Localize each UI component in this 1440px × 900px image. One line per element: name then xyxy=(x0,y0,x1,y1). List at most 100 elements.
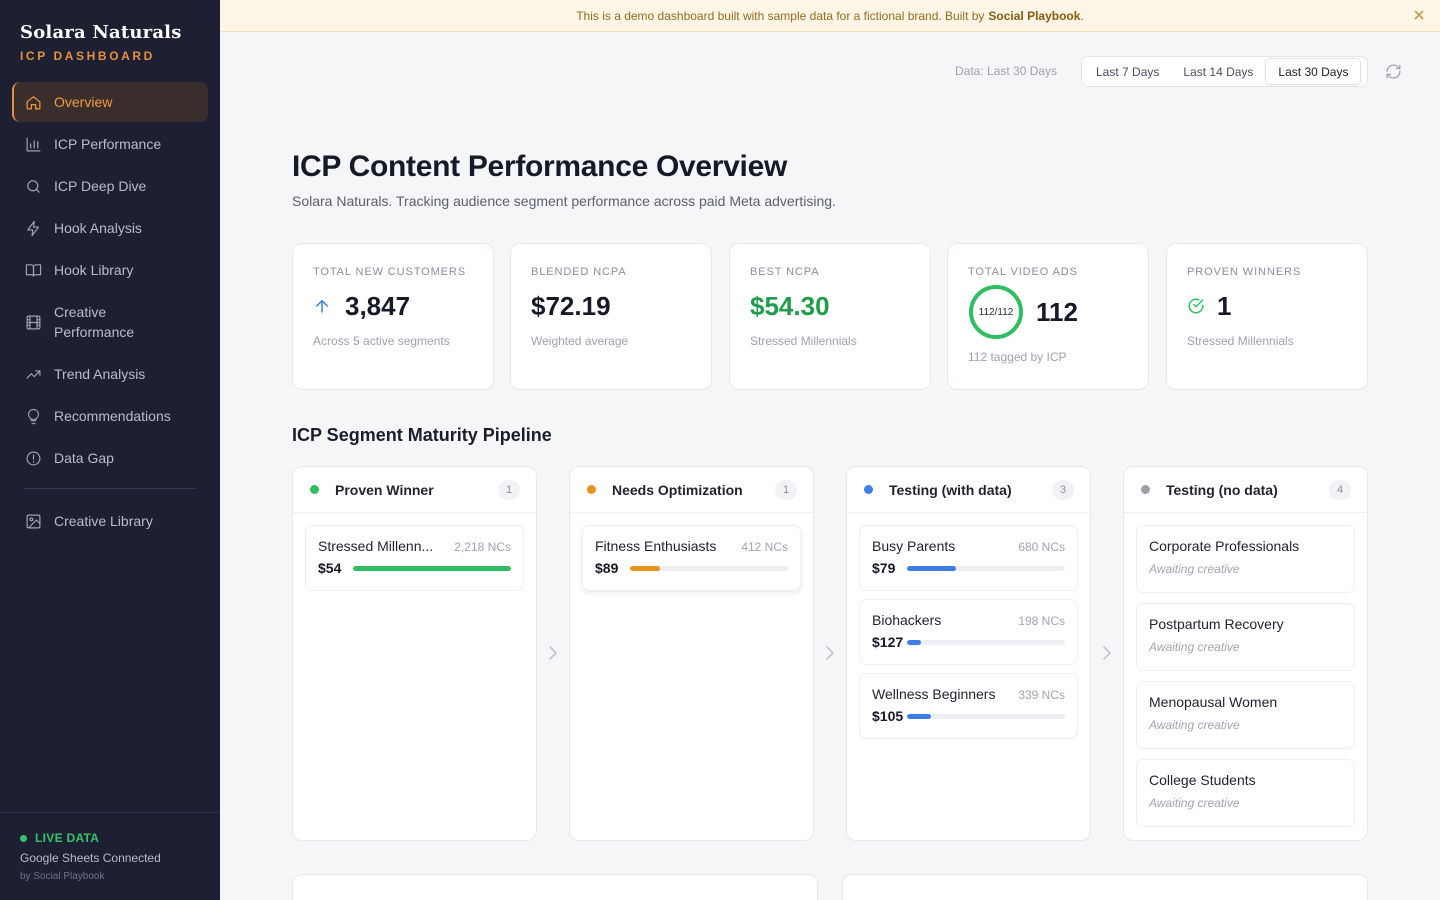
home-icon xyxy=(24,93,42,111)
column-title: Testing (no data) xyxy=(1166,481,1278,498)
coverage-ring: 112/112 xyxy=(968,284,1024,340)
pipeline-column-testing-no-data: Testing (no data) 4 Corporate Profession… xyxy=(1123,466,1368,841)
close-icon[interactable] xyxy=(1412,8,1426,22)
sidebar-item-label: Hook Analysis xyxy=(54,220,142,236)
column-title: Needs Optimization xyxy=(612,481,743,498)
arrow-up-icon xyxy=(313,297,331,315)
segment-card[interactable]: Fitness Enthusiasts 412 NCs $89 xyxy=(582,525,801,591)
kpi-label: TOTAL VIDEO ADS xyxy=(968,266,1078,278)
page-title: ICP Content Performance Overview xyxy=(292,150,788,183)
segment-status: Awaiting creative xyxy=(1149,796,1240,810)
sidebar-item-label: Overview xyxy=(54,94,113,110)
page-subtitle: Solara Naturals. Tracking audience segme… xyxy=(292,193,836,209)
live-dot xyxy=(20,834,27,842)
sidebar-item-label: ICP Deep Dive xyxy=(54,178,147,194)
column-count-badge: 4 xyxy=(1329,479,1351,500)
segment-cost: $79 xyxy=(872,560,896,576)
column-count-badge: 1 xyxy=(775,479,797,500)
trend-icon xyxy=(24,365,42,383)
kpi-value: 1 xyxy=(1217,290,1232,321)
sidebar-item-recommendations[interactable]: Recommendations xyxy=(12,396,208,436)
kpi-value: $54.30 xyxy=(750,290,830,321)
segment-status: Awaiting creative xyxy=(1149,640,1240,654)
segment-cost: $54 xyxy=(318,560,342,576)
search-icon xyxy=(24,177,42,195)
segment-name: Wellness Beginners xyxy=(872,686,996,702)
sidebar-item-hook-analysis[interactable]: Hook Analysis xyxy=(12,208,208,248)
segment-ncs: 680 NCs xyxy=(1018,540,1065,554)
film-icon xyxy=(24,313,42,331)
bar-chart-icon xyxy=(24,135,42,153)
segment-cost: $89 xyxy=(595,560,619,576)
sidebar-item-data-gap[interactable]: Data Gap xyxy=(12,438,208,478)
sidebar-item-icp-performance[interactable]: ICP Performance xyxy=(12,124,208,164)
sidebar-item-creative-library[interactable]: Creative Library xyxy=(12,501,208,541)
segment-card[interactable]: Biohackers 198 NCs $127 xyxy=(859,599,1078,665)
kpi-label: BLENDED NCPA xyxy=(531,266,627,278)
segment-bar-fill xyxy=(907,565,956,571)
chevron-right-icon xyxy=(824,644,836,662)
kpi-blended-ncpa: BLENDED NCPA $72.19 Weighted average xyxy=(510,243,712,390)
sidebar-item-label: ICP Performance xyxy=(54,136,162,152)
kpi-value: 3,847 xyxy=(345,290,411,321)
banner-text: This is a demo dashboard built with samp… xyxy=(576,8,985,23)
sidebar-nav: Overview ICP Performance ICP Deep Dive H… xyxy=(12,82,208,543)
segment-name: College Students xyxy=(1149,772,1256,788)
sidebar-item-label: Data Gap xyxy=(54,450,114,466)
pipeline-column-needs-optimization: Needs Optimization 1 Fitness Enthusiasts… xyxy=(569,466,814,841)
chevron-right-icon xyxy=(547,644,559,662)
range-14-days-button[interactable]: Last 14 Days xyxy=(1183,64,1254,79)
sidebar-item-trend-analysis[interactable]: Trend Analysis xyxy=(12,354,208,394)
kpi-proven-winners: PROVEN WINNERS 1 Stressed Millennials xyxy=(1166,243,1368,390)
column-count-badge: 3 xyxy=(1052,479,1074,500)
segment-status: Awaiting creative xyxy=(1149,718,1240,732)
segment-card[interactable]: Postpartum Recovery Awaiting creative xyxy=(1136,603,1355,671)
segment-cost: $105 xyxy=(872,708,904,724)
pipeline-column-proven-winner: Proven Winner 1 Stressed Millenn... 2,218… xyxy=(292,466,537,841)
pipeline-title: ICP Segment Maturity Pipeline xyxy=(292,425,552,445)
segment-card[interactable]: Corporate Professionals Awaiting creativ… xyxy=(1136,525,1355,593)
segment-bar-fill xyxy=(630,565,661,571)
segment-bar xyxy=(907,639,1065,645)
segment-name: Postpartum Recovery xyxy=(1149,616,1284,632)
segment-ncs: 339 NCs xyxy=(1018,688,1065,702)
kpi-note: Stressed Millennials xyxy=(1187,334,1294,348)
segment-card[interactable]: Busy Parents 680 NCs $79 xyxy=(859,525,1078,591)
sidebar-footer: LIVE DATA Google Sheets Connected by Soc… xyxy=(0,812,220,900)
kpi-note: 112 tagged by ICP xyxy=(968,350,1067,364)
segment-bar xyxy=(907,565,1065,571)
bottom-panel-right xyxy=(842,874,1368,900)
segment-ncs: 412 NCs xyxy=(741,540,788,554)
segment-card[interactable]: Wellness Beginners 339 NCs $105 xyxy=(859,673,1078,739)
segment-card[interactable]: Stressed Millenn... 2,218 NCs $54 xyxy=(305,525,524,591)
segment-cost: $127 xyxy=(872,634,904,650)
kpi-note: Across 5 active segments xyxy=(313,334,450,348)
live-status-label: LIVE DATA xyxy=(35,831,100,845)
range-7-days-button[interactable]: Last 7 Days xyxy=(1096,64,1160,79)
sidebar-item-icp-deep-dive[interactable]: ICP Deep Dive xyxy=(12,166,208,206)
refresh-icon[interactable] xyxy=(1385,63,1403,81)
sidebar-item-creative-performance[interactable]: Creative Performance xyxy=(12,292,208,352)
banner-link[interactable]: Social Playbook xyxy=(988,8,1081,23)
segment-card[interactable]: Menopausal Women Awaiting creative xyxy=(1136,681,1355,749)
segment-card[interactable]: College Students Awaiting creative xyxy=(1136,759,1355,827)
segment-status: Awaiting creative xyxy=(1149,562,1240,576)
sidebar-item-label: Creative Library xyxy=(54,513,153,529)
kpi-label: PROVEN WINNERS xyxy=(1187,266,1302,278)
column-count-badge: 1 xyxy=(498,479,520,500)
sidebar-item-hook-library[interactable]: Hook Library xyxy=(12,250,208,290)
segment-name: Corporate Professionals xyxy=(1149,538,1300,554)
sidebar: Solara Naturals ICP DASHBOARD Overview I… xyxy=(0,0,220,900)
segment-bar-fill xyxy=(907,639,922,645)
sidebar-item-label: Recommendations xyxy=(54,408,171,424)
status-dot xyxy=(310,485,319,494)
sidebar-item-overview[interactable]: Overview xyxy=(12,82,208,122)
kpi-value: $72.19 xyxy=(531,290,611,321)
kpi-total-new-customers: TOTAL NEW CUSTOMERS 3,847 Across 5 activ… xyxy=(292,243,494,390)
kpi-label: TOTAL NEW CUSTOMERS xyxy=(313,266,466,278)
segment-bar xyxy=(353,565,511,571)
sidebar-item-label: Creative Performance xyxy=(54,304,135,340)
range-30-days-button[interactable]: Last 30 Days xyxy=(1265,58,1362,85)
data-source: Google Sheets Connected xyxy=(20,851,161,865)
segment-name: Busy Parents xyxy=(872,538,956,554)
